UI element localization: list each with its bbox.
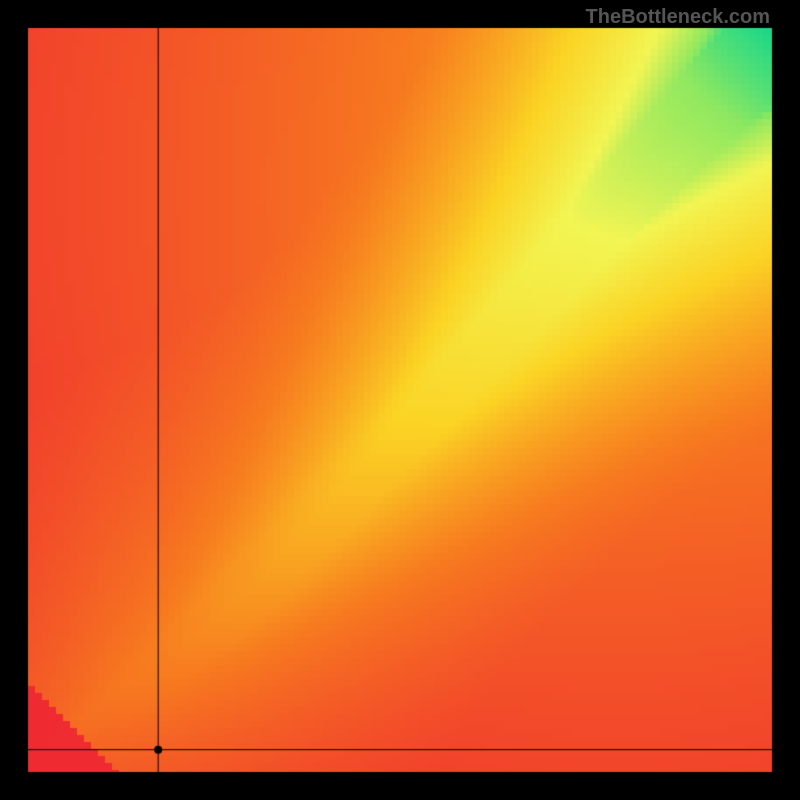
watermark-text: TheBottleneck.com: [586, 6, 770, 29]
bottleneck-heatmap: [0, 0, 800, 800]
